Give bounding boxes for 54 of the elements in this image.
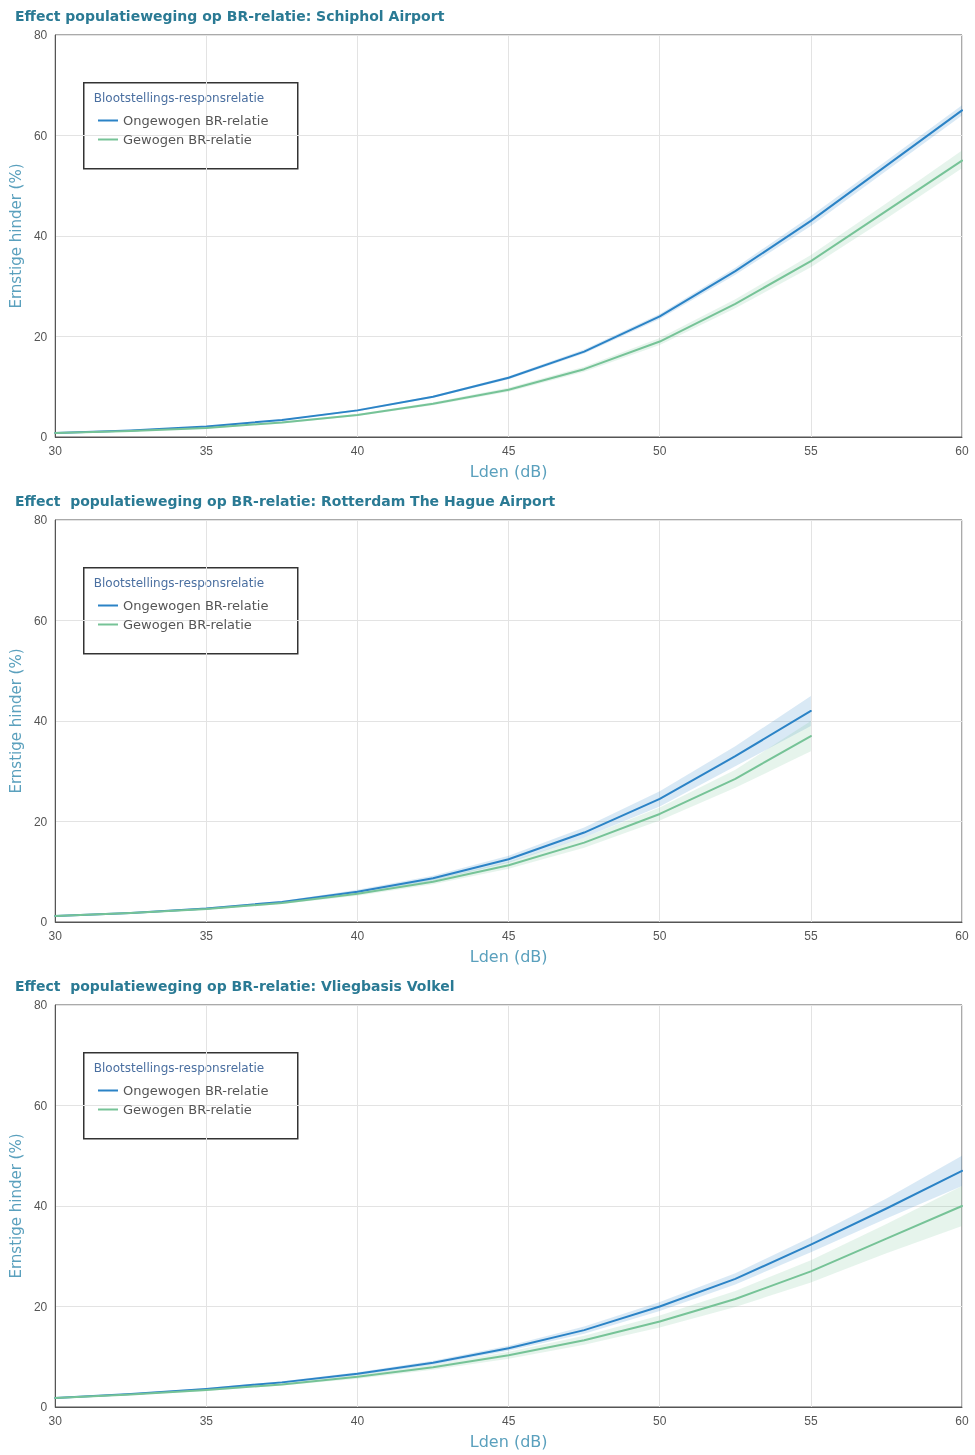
- x-tick-label: 45: [501, 929, 516, 943]
- y-tick-label: 80: [33, 28, 48, 42]
- legend-label: Ongewogen BR-relatie: [123, 598, 269, 613]
- y-tick-label: 20: [33, 1299, 48, 1314]
- x-axis-title: Lden (dB): [469, 1431, 548, 1451]
- x-tick-label: 60: [955, 1414, 969, 1428]
- y-axis-title: Ernstige hinder (%): [6, 1133, 25, 1279]
- x-axis-title: Lden (dB): [469, 946, 548, 966]
- x-tick-label: 55: [804, 444, 818, 458]
- y-tick-label: 40: [33, 714, 48, 728]
- legend-label: Gewogen BR-relatie: [123, 132, 252, 147]
- y-tick-label: 0: [40, 915, 48, 929]
- legend-label: Ongewogen BR-relatie: [123, 113, 269, 128]
- y-tick-label: 0: [40, 430, 48, 444]
- y-tick-label: 20: [33, 329, 48, 344]
- chart-title: Effect populatieweging op BR-relatie: Rotterdam The Hague Airport: [15, 493, 556, 509]
- x-tick-label: 60: [955, 444, 969, 458]
- y-tick-label: 0: [40, 1400, 48, 1414]
- x-tick-label: 60: [955, 929, 969, 943]
- legend-label: Gewogen BR-relatie: [123, 617, 252, 632]
- legend-title: Blootstellings-responsrelatie: [93, 90, 265, 105]
- legend-label: Gewogen BR-relatie: [123, 1102, 252, 1117]
- x-tick-label: 30: [48, 929, 63, 943]
- x-tick-label: 35: [199, 1414, 214, 1428]
- x-tick-label: 40: [350, 1414, 365, 1428]
- y-axis-title: Ernstige hinder (%): [6, 648, 25, 794]
- x-tick-label: 55: [804, 1414, 818, 1428]
- x-tick-label: 40: [350, 929, 365, 943]
- x-tick-label: 45: [501, 1414, 516, 1428]
- y-tick-label: 80: [33, 998, 48, 1012]
- x-tick-label: 30: [48, 1414, 63, 1428]
- x-tick-label: 50: [653, 929, 667, 943]
- x-axis-title: Lden (dB): [469, 461, 548, 481]
- y-tick-label: 80: [33, 513, 48, 527]
- x-tick-label: 50: [653, 1414, 667, 1428]
- y-tick-label: 60: [33, 613, 48, 628]
- x-tick-label: 45: [501, 444, 516, 458]
- x-tick-label: 40: [350, 444, 365, 458]
- chart-title: Effect populatieweging op BR-relatie: Schiphol Airport: [15, 8, 445, 24]
- legend-title: Blootstellings-responsrelatie: [93, 1060, 265, 1075]
- x-tick-label: 30: [48, 444, 63, 458]
- x-tick-label: 55: [804, 929, 818, 943]
- y-tick-label: 60: [33, 1098, 48, 1113]
- y-tick-label: 40: [33, 229, 48, 243]
- x-tick-label: 35: [199, 929, 214, 943]
- y-tick-label: 40: [33, 1199, 48, 1213]
- x-tick-label: 50: [653, 444, 667, 458]
- y-tick-label: 20: [33, 814, 48, 829]
- legend-title: Blootstellings-responsrelatie: [93, 575, 265, 590]
- x-tick-label: 35: [199, 444, 214, 458]
- y-tick-label: 60: [33, 128, 48, 143]
- chart-title: Effect populatieweging op BR-relatie: Vliegbasis Volkel: [15, 978, 455, 994]
- y-axis-title: Ernstige hinder (%): [6, 163, 25, 309]
- legend-label: Ongewogen BR-relatie: [123, 1083, 269, 1098]
